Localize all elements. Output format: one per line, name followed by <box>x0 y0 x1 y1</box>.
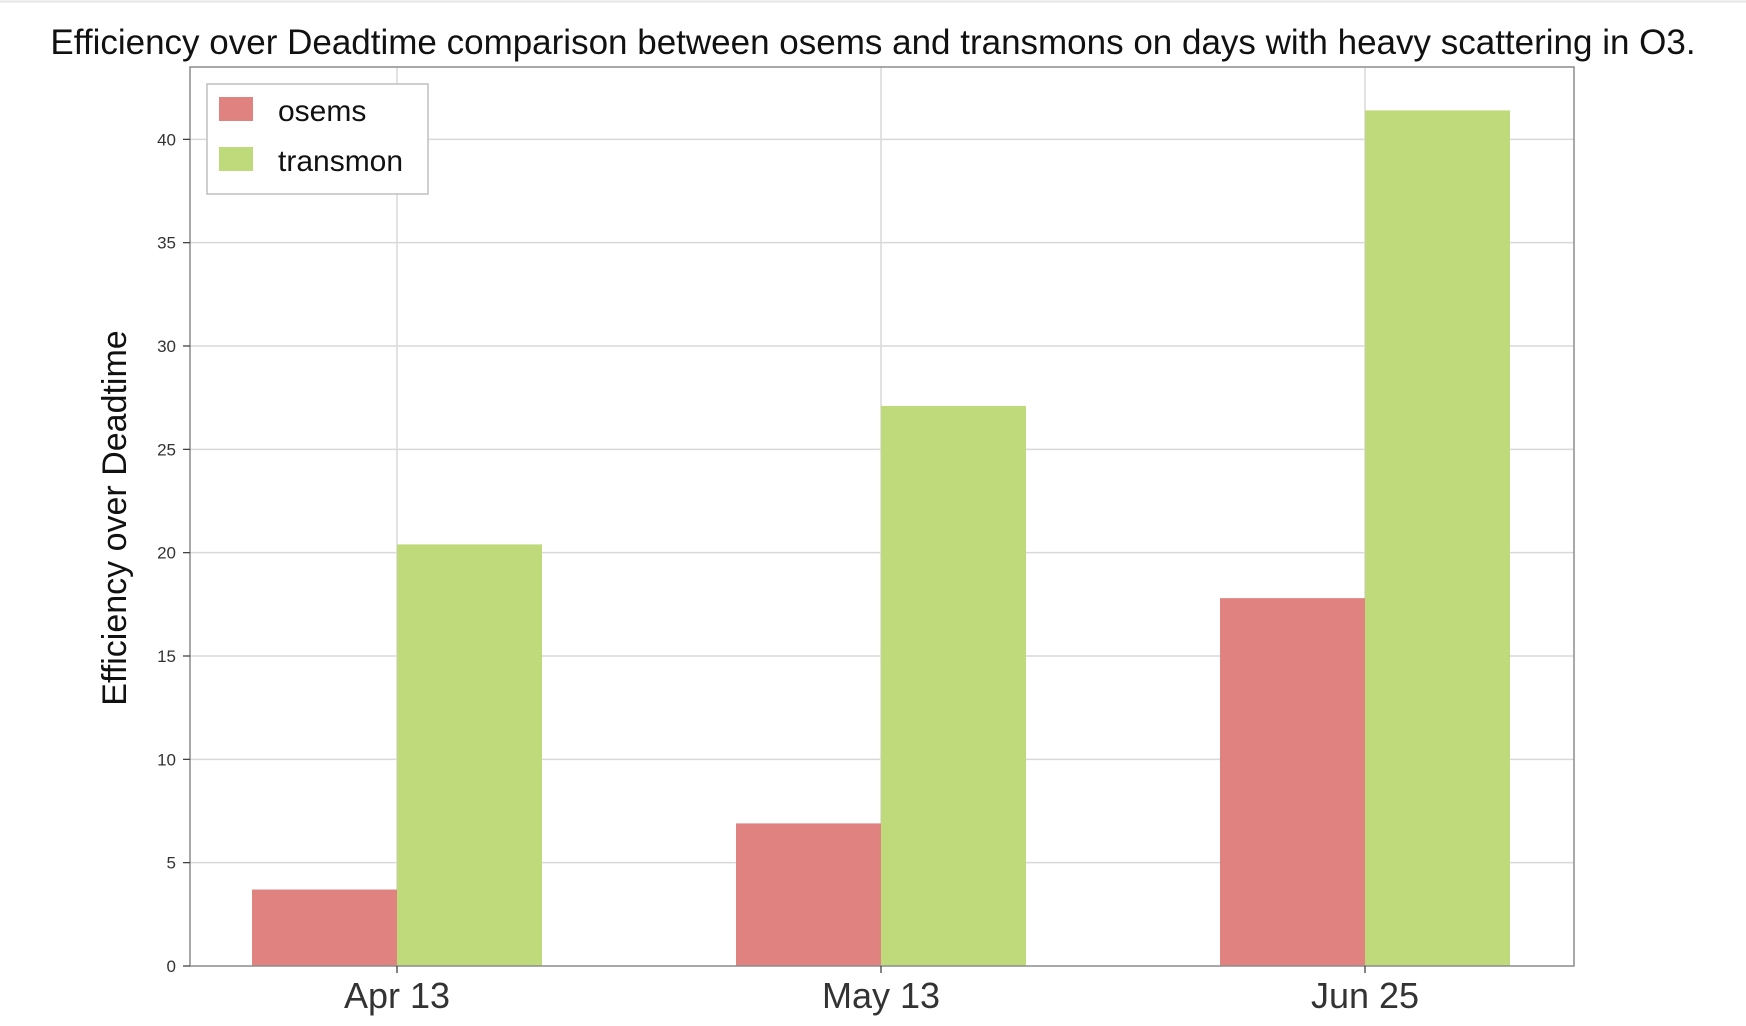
y-tick-label: 5 <box>167 854 176 873</box>
axes-frame <box>189 66 1575 967</box>
y-tick-label: 40 <box>157 130 176 149</box>
bars <box>252 110 1510 966</box>
bar-transmon-apr-13 <box>397 544 542 966</box>
legend-swatch-osems <box>219 97 253 121</box>
bar-osems-jun-25 <box>1220 598 1365 966</box>
y-tick-label: 20 <box>157 544 176 563</box>
legend-label-transmon: transmon <box>278 145 403 178</box>
bar-transmon-jun-25 <box>1365 110 1510 966</box>
y-tick-label: 15 <box>157 647 176 666</box>
y-tick-label: 0 <box>167 957 176 976</box>
x-tick-label: May 13 <box>822 975 940 1016</box>
legend-label-osems: osems <box>278 95 366 128</box>
x-tick-label: Jun 25 <box>1311 975 1419 1016</box>
y-tick-label: 35 <box>157 234 176 253</box>
chart-title: Efficiency over Deadtime comparison betw… <box>50 23 1695 62</box>
x-ticks: Apr 13 May 13 Jun 25 <box>344 966 1419 1016</box>
x-tick-label: Apr 13 <box>344 975 450 1016</box>
legend: osems transmon <box>206 83 429 195</box>
y-tick-label: 30 <box>157 337 176 356</box>
bar-osems-may-13 <box>736 823 881 966</box>
y-tick-label: 10 <box>157 750 176 769</box>
legend-swatch-transmon <box>219 147 253 171</box>
bar-osems-apr-13 <box>252 889 397 966</box>
y-ticks: 0 5 10 15 20 25 30 35 40 <box>157 130 190 976</box>
bar-transmon-may-13 <box>881 405 1026 966</box>
plot-frame <box>189 66 1575 967</box>
y-tick-label: 25 <box>157 440 176 459</box>
y-axis-label: Efficiency over Deadtime <box>96 330 134 705</box>
